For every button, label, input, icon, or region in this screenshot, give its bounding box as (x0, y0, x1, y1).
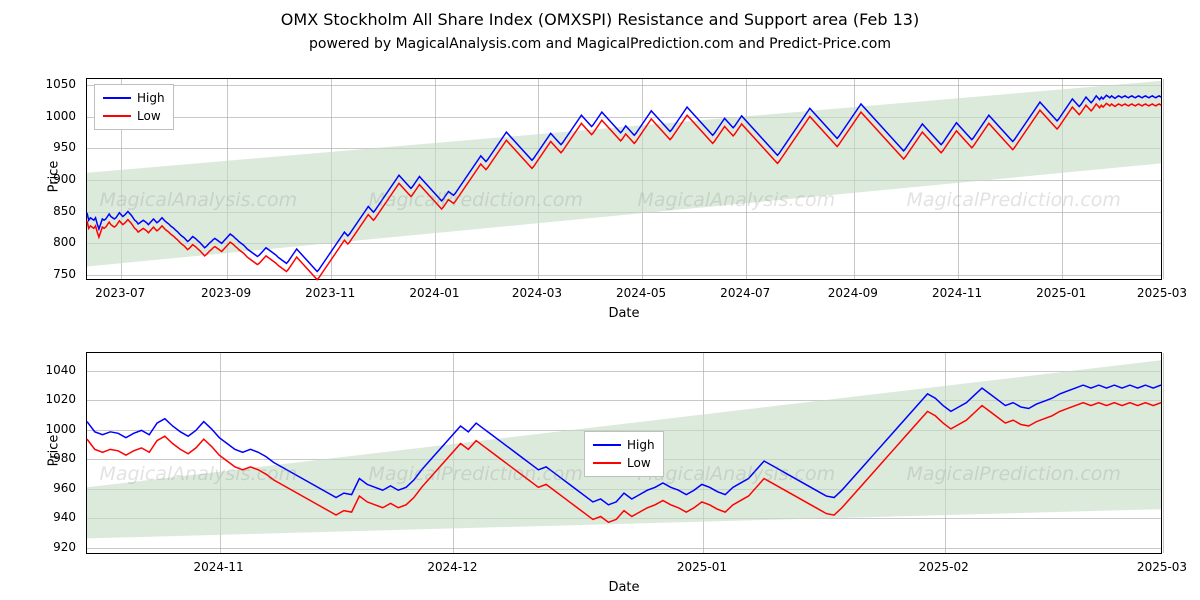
gridline-v (1163, 353, 1164, 553)
xtick-label: 2024-11 (932, 286, 982, 300)
xtick-label: 2024-07 (720, 286, 770, 300)
plot-svg (87, 79, 1161, 279)
ytick-label: 750 (26, 267, 76, 281)
support-resistance-band (87, 81, 1161, 267)
legend-line-icon (593, 444, 621, 446)
xtick-label: 2023-07 (95, 286, 145, 300)
xtick-label: 2024-12 (427, 560, 477, 574)
ytick-label: 920 (26, 540, 76, 554)
figure: OMX Stockholm All Share Index (OMXSPI) R… (0, 0, 1200, 600)
ytick-label: 1000 (26, 109, 76, 123)
xtick-label: 2025-01 (1036, 286, 1086, 300)
xtick-label: 2024-03 (512, 286, 562, 300)
xtick-label: 2023-09 (201, 286, 251, 300)
bottom-chart-ylabel: Price (47, 421, 62, 481)
chart-main-title: OMX Stockholm All Share Index (OMXSPI) R… (0, 10, 1200, 29)
ytick-label: 1020 (26, 392, 76, 406)
top-chart-xlabel: Date (86, 306, 1162, 321)
xtick-label: 2024-09 (828, 286, 878, 300)
legend-row: Low (103, 107, 165, 125)
chart-sub-title: powered by MagicalAnalysis.com and Magic… (0, 36, 1200, 52)
xtick-label: 2025-01 (677, 560, 727, 574)
legend-line-icon (103, 97, 131, 99)
gridline-v (1163, 79, 1164, 279)
xtick-label: 2025-03 (1137, 560, 1187, 574)
ytick-label: 800 (26, 235, 76, 249)
xtick-label: 2025-02 (919, 560, 969, 574)
top-chart-ylabel: Price (47, 147, 62, 207)
legend-label: Low (627, 456, 651, 470)
top-chart-axes (86, 78, 1162, 280)
legend-label: High (627, 438, 655, 452)
xtick-label: 2024-11 (193, 560, 243, 574)
xtick-label: 2025-03 (1137, 286, 1187, 300)
legend: High Low (584, 431, 664, 477)
bottom-chart-xlabel: Date (86, 580, 1162, 595)
legend-row: High (593, 436, 655, 454)
legend-label: High (137, 91, 165, 105)
xtick-label: 2024-05 (616, 286, 666, 300)
legend: High Low (94, 84, 174, 130)
xtick-label: 2024-01 (409, 286, 459, 300)
ytick-label: 1040 (26, 363, 76, 377)
legend-row: High (103, 89, 165, 107)
ytick-label: 940 (26, 510, 76, 524)
legend-line-icon (593, 462, 621, 464)
legend-label: Low (137, 109, 161, 123)
xtick-label: 2023-11 (305, 286, 355, 300)
ytick-label: 960 (26, 481, 76, 495)
legend-row: Low (593, 454, 655, 472)
legend-line-icon (103, 115, 131, 117)
ytick-label: 1050 (26, 77, 76, 91)
